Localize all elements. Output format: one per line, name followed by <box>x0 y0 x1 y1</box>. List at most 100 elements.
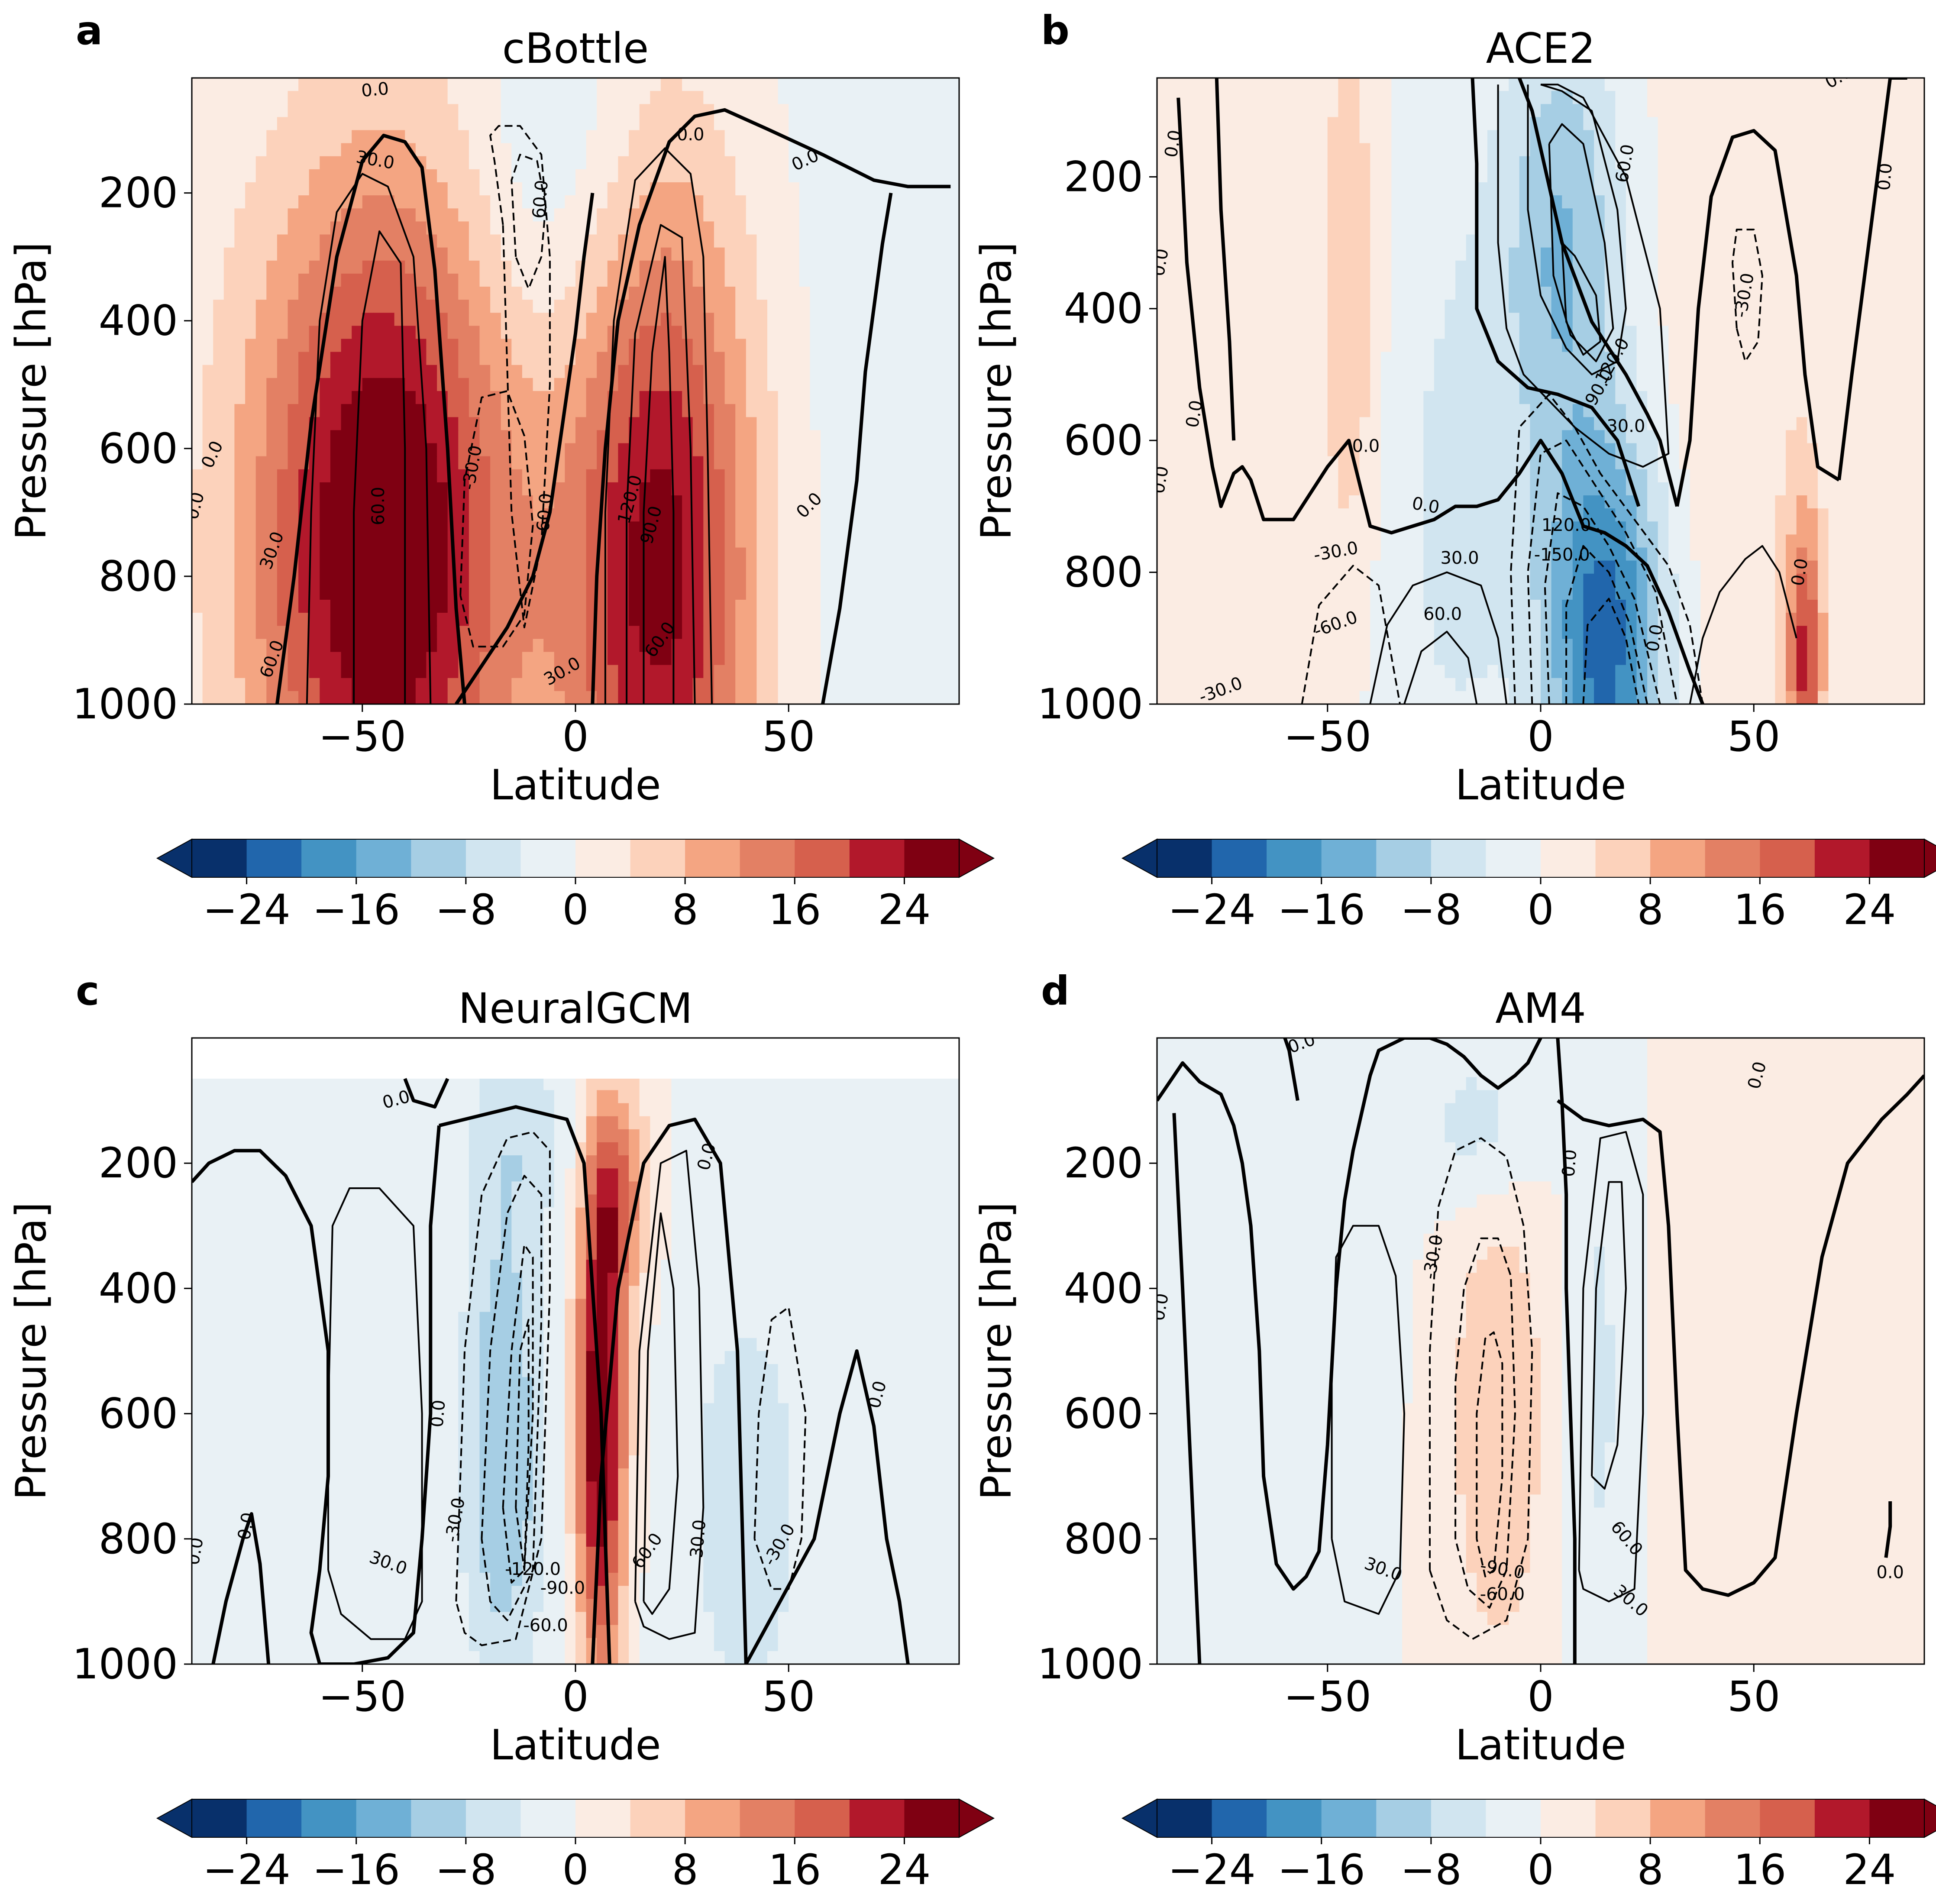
field-cell <box>277 78 288 92</box>
field-cell <box>298 104 310 118</box>
field-cell <box>522 247 533 261</box>
field-cell <box>1604 234 1616 248</box>
field-cell <box>1157 273 1168 287</box>
field-cell <box>565 521 576 535</box>
panel-b: b ACE2 0.00.00.00.00.00.00.00.060.0120.0… <box>972 7 1936 934</box>
field-cell <box>799 156 811 170</box>
field-cell <box>202 117 214 131</box>
field-cell <box>1626 221 1637 235</box>
field-cell <box>298 156 310 170</box>
field-cell <box>1306 273 1318 287</box>
field-cell <box>330 430 342 444</box>
field-cell <box>874 600 885 614</box>
field-cell <box>405 169 416 183</box>
field-cell <box>575 482 587 496</box>
field-cell <box>1274 104 1286 118</box>
field-cell <box>1306 300 1318 314</box>
field-cell <box>288 352 299 365</box>
field-cell <box>1849 247 1861 261</box>
field-cell <box>1167 117 1179 131</box>
field-cell <box>1412 300 1424 314</box>
field-cell <box>405 391 416 405</box>
field-cell <box>831 678 843 692</box>
field-cell <box>756 326 768 339</box>
field-cell <box>511 508 523 522</box>
field-cell <box>362 469 374 483</box>
field-cell <box>1892 182 1904 196</box>
field-cell <box>192 391 203 405</box>
field-cell <box>842 626 853 640</box>
field-cell <box>821 547 832 561</box>
field-cell <box>1264 182 1275 196</box>
field-cell <box>852 586 864 600</box>
field-cell <box>1807 313 1818 326</box>
field-cell <box>458 130 469 144</box>
field-cell <box>1881 195 1893 209</box>
field-cell <box>575 339 587 352</box>
field-cell <box>255 417 267 431</box>
field-cell <box>884 626 896 640</box>
field-cell <box>394 443 406 457</box>
field-cell <box>309 287 320 301</box>
field-cell <box>639 586 651 600</box>
field-cell <box>618 626 629 640</box>
field-cell <box>255 547 267 561</box>
field-cell <box>288 469 299 483</box>
field-cell <box>842 417 853 431</box>
field-cell <box>426 352 437 365</box>
field-cell <box>1434 104 1445 118</box>
field-cell <box>1359 313 1371 326</box>
field-cell <box>1264 287 1275 301</box>
field-cell <box>1711 117 1723 131</box>
field-cell <box>1732 260 1744 274</box>
field-cell <box>948 260 959 274</box>
field-cell <box>1423 260 1435 274</box>
field-cell <box>320 156 331 170</box>
field-cell <box>831 182 843 196</box>
field-cell <box>650 665 661 679</box>
field-cell <box>1839 104 1850 118</box>
field-cell <box>874 130 885 144</box>
field-cell <box>1285 195 1296 209</box>
field-cell <box>405 195 416 209</box>
field-cell <box>575 117 587 131</box>
field-cell <box>1445 195 1456 209</box>
field-cell <box>1839 78 1850 92</box>
field-cell <box>479 443 491 457</box>
field-cell <box>1498 195 1509 209</box>
field-cell <box>874 534 885 548</box>
field-cell <box>320 195 331 209</box>
field-cell <box>671 378 683 391</box>
field-cell <box>767 691 779 704</box>
field-cell <box>309 221 320 235</box>
field-cell <box>192 639 203 653</box>
field-cell <box>447 652 459 666</box>
field-cell <box>1626 156 1637 170</box>
field-cell <box>821 508 832 522</box>
field-cell <box>255 130 267 144</box>
field-cell <box>1743 287 1755 301</box>
field-cell <box>927 600 938 614</box>
field-cell <box>842 326 853 339</box>
field-cell <box>405 665 416 679</box>
field-cell <box>735 534 747 548</box>
field-cell <box>575 91 587 105</box>
field-cell <box>1690 104 1701 118</box>
field-cell <box>1775 313 1786 326</box>
field-cell <box>629 300 640 314</box>
field-cell <box>255 665 267 679</box>
field-cell <box>384 247 395 261</box>
field-cell <box>671 208 683 222</box>
field-cell <box>490 652 501 666</box>
field-cell <box>618 169 629 183</box>
field-cell <box>373 417 384 431</box>
field-cell <box>394 313 406 326</box>
field-cell <box>1327 287 1339 301</box>
field-cell <box>288 417 299 431</box>
field-cell <box>607 143 619 157</box>
field-cell <box>1242 339 1254 352</box>
field-cell <box>533 313 544 326</box>
field-cell <box>1903 156 1914 170</box>
field-cell <box>1380 130 1392 144</box>
field-cell <box>469 365 480 378</box>
